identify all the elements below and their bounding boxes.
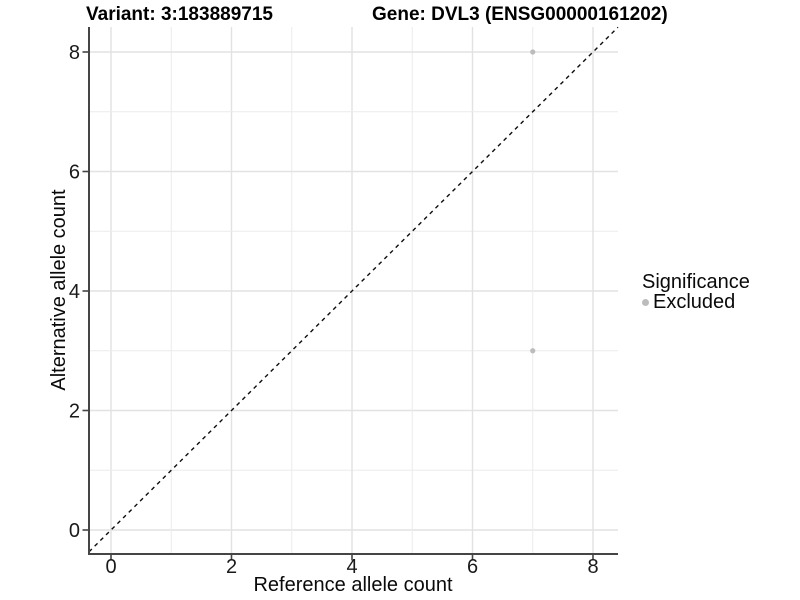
data-point bbox=[530, 348, 536, 354]
legend-item-excluded: Excluded bbox=[642, 292, 750, 312]
y-tick-label: 8 bbox=[69, 42, 80, 64]
x-tick-label: 4 bbox=[346, 556, 357, 578]
x-axis-title: Reference allele count bbox=[253, 574, 453, 596]
legend: Significance Excluded bbox=[642, 272, 750, 312]
x-tick-label: 0 bbox=[105, 556, 116, 578]
identity-dashed-line bbox=[88, 26, 619, 553]
x-tick-label: 6 bbox=[467, 556, 478, 578]
x-tick-label: 2 bbox=[226, 556, 237, 578]
y-tick-label: 2 bbox=[69, 401, 80, 423]
x-tick-label: 8 bbox=[587, 556, 598, 578]
variant-title: Variant: 3:183889715 bbox=[86, 4, 273, 25]
y-axis-title: Alternative allele count bbox=[48, 189, 70, 391]
y-tick-label: 4 bbox=[69, 281, 80, 303]
legend-title: Significance bbox=[642, 271, 750, 293]
excluded-point-icon bbox=[642, 298, 649, 306]
legend-item-label: Excluded bbox=[653, 291, 736, 313]
y-tick-label: 6 bbox=[69, 162, 80, 184]
data-point bbox=[530, 49, 536, 55]
gene-title: Gene: DVL3 (ENSG00000161202) bbox=[372, 4, 668, 25]
y-tick-label: 0 bbox=[69, 520, 80, 542]
